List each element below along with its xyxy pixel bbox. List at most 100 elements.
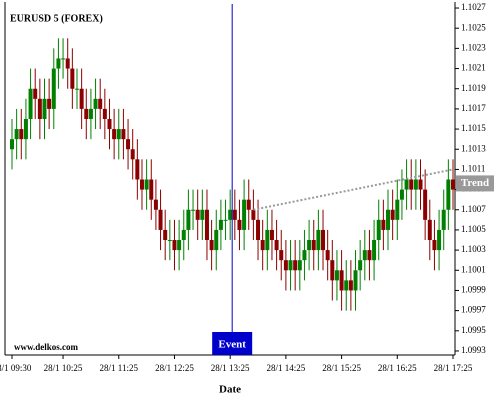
x-tick-label: 28/1 09:30 [0, 363, 32, 373]
candle-body [302, 250, 307, 261]
candle-body [418, 179, 423, 190]
candle-body [47, 98, 52, 109]
candle-body [413, 179, 418, 190]
candle-body [51, 68, 56, 109]
candle-body [395, 199, 400, 220]
x-tick-label: 28/1 11:25 [100, 363, 139, 373]
candle-body [56, 58, 61, 69]
y-tick-label: 1.0999 [461, 285, 486, 295]
y-tick-label: 1.1011 [461, 163, 485, 173]
candle-body [427, 219, 432, 241]
candle-body [98, 98, 103, 109]
candle-body [446, 179, 451, 210]
x-tick-label: 28/1 12:25 [155, 363, 194, 373]
y-tick-label: 1.1013 [461, 143, 486, 153]
candle-body [325, 250, 330, 261]
chart-title: EURUSD 5 (FOREX) [10, 13, 103, 24]
candle-body [121, 129, 126, 140]
candle-body [321, 229, 326, 251]
candle-body [61, 58, 66, 60]
candle-body [70, 68, 75, 89]
candle-body [283, 260, 288, 271]
candle-body [432, 240, 437, 251]
candle-body [139, 179, 144, 190]
candle-body [353, 270, 358, 291]
candle-body [28, 88, 33, 119]
candle-body [107, 118, 112, 130]
candle-body [409, 179, 414, 190]
candle-body [181, 229, 186, 241]
candle-body [232, 209, 237, 220]
y-tick-label: 1.1001 [461, 264, 486, 274]
candle-body [19, 129, 24, 140]
candle-body [228, 209, 233, 220]
y-tick-label: 1.1017 [461, 103, 486, 113]
candle-body [204, 209, 209, 241]
candle-body [376, 219, 381, 241]
candle-body [84, 108, 89, 119]
y-tick-label: 1.1027 [461, 2, 486, 12]
candle-body [437, 229, 442, 251]
candle-body [112, 129, 117, 140]
candle-body [116, 129, 121, 140]
x-axis-title: Date [219, 384, 241, 396]
candle-body [297, 260, 302, 271]
candle-body [88, 108, 93, 119]
y-tick-label: 1.1015 [461, 123, 486, 133]
candle-body [237, 219, 242, 230]
trend-label-box [456, 175, 494, 192]
candle-body [246, 199, 251, 210]
candle-body [311, 240, 316, 251]
y-tick-label: 1.1025 [461, 22, 486, 32]
candle-body [153, 199, 158, 210]
candle-body [200, 209, 205, 220]
candle-body [260, 240, 265, 251]
candle-body [381, 219, 386, 230]
y-tick-label: 1.1023 [461, 42, 486, 52]
candle-body [344, 280, 349, 291]
candle-body [195, 209, 200, 220]
candle-body [441, 209, 446, 230]
candle-body [37, 98, 42, 119]
y-tick-label: 1.0995 [461, 325, 486, 335]
candle-body [10, 139, 14, 150]
candle-body [14, 129, 19, 140]
x-tick-label: 28/1 13:25 [211, 363, 250, 373]
y-tick-label: 1.1005 [461, 224, 486, 234]
watermark: www.delkos.com [14, 342, 79, 352]
candle-body [149, 179, 154, 200]
candle-body [362, 250, 367, 261]
candle-body [177, 240, 182, 251]
candle-body [167, 240, 172, 242]
candle-body [23, 118, 28, 140]
trend-line [253, 168, 454, 211]
candle-body [265, 229, 270, 251]
candle-body [339, 270, 344, 291]
candle-body [372, 240, 377, 261]
candle-body [316, 229, 321, 251]
candle-body [214, 229, 219, 251]
candle-body [390, 209, 395, 220]
candle-body [172, 240, 177, 251]
candle-body [348, 280, 353, 291]
candle-body [367, 250, 372, 261]
x-tick-label: 28/1 17:25 [434, 363, 473, 373]
x-tick-label: 28/1 10:25 [44, 363, 83, 373]
y-tick-label: 1.0997 [461, 305, 486, 315]
y-tick-label: 1.1003 [461, 244, 486, 254]
candle-body [242, 199, 247, 230]
x-tick-label: 28/1 15:25 [322, 363, 361, 373]
candle-body [274, 240, 279, 251]
candle-body [404, 179, 409, 190]
trend-label: Trend [461, 177, 489, 189]
candle-body [33, 88, 38, 99]
candle-body [79, 88, 84, 109]
candle-body [293, 260, 298, 271]
candle-body [158, 209, 163, 230]
candle-body [218, 219, 223, 230]
candle-body [93, 98, 98, 109]
y-tick-label: 1.1019 [461, 83, 486, 93]
candle-body [334, 270, 339, 281]
candle-body [256, 219, 261, 241]
